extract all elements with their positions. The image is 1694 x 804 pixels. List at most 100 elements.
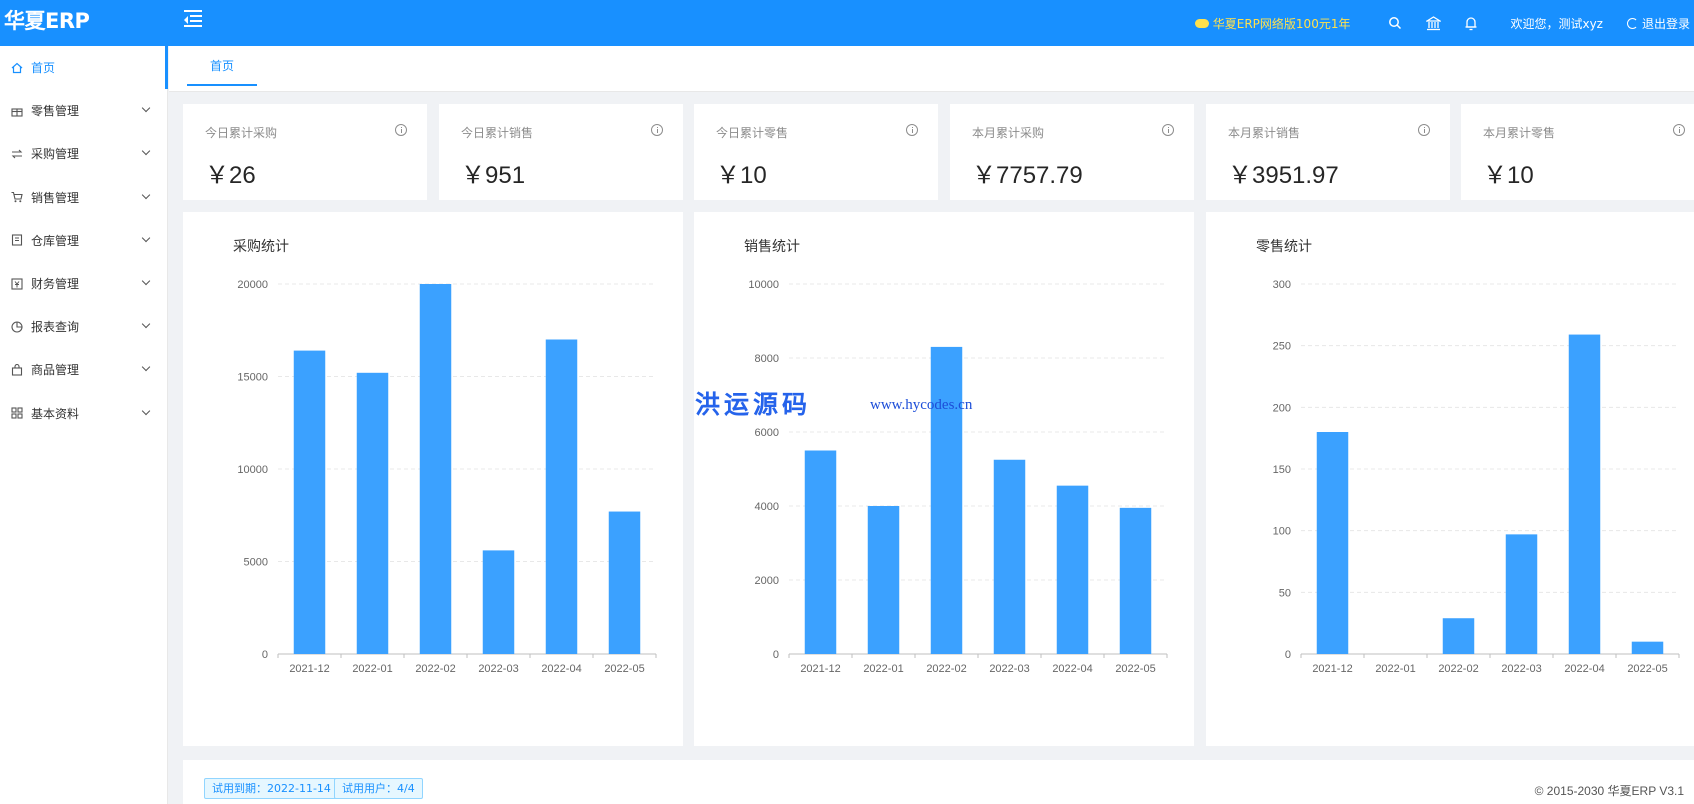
info-icon[interactable] — [651, 124, 663, 136]
stat-card: 本月累计采购 ￥7757.79 — [950, 104, 1194, 200]
stat-value: ￥7757.79 — [972, 162, 1083, 189]
bar — [993, 459, 1026, 654]
sidebar-item-label: 报表查询 — [31, 320, 80, 335]
y-tick-label: 15000 — [237, 372, 268, 384]
gift-icon — [10, 104, 23, 117]
stat-label: 本月累计零售 — [1483, 126, 1556, 140]
y-tick-label: 0 — [773, 649, 779, 661]
logout-icon — [1626, 17, 1638, 29]
x-tick-label: 2022-01 — [352, 663, 392, 675]
x-tick-label: 2022-05 — [1115, 663, 1155, 675]
bar — [1631, 641, 1664, 654]
stat-label: 本月累计采购 — [972, 126, 1045, 140]
bank-icon[interactable] — [1425, 15, 1441, 31]
info-icon[interactable] — [906, 124, 918, 136]
sidebar-item-label: 采购管理 — [31, 147, 80, 162]
sidebar-item-label: 首页 — [31, 61, 56, 76]
y-tick-label: 20000 — [237, 279, 268, 291]
info-icon[interactable] — [1418, 124, 1430, 136]
bar — [419, 284, 452, 654]
y-tick-label: 10000 — [748, 279, 779, 291]
y-tick-label: 150 — [1273, 464, 1291, 476]
chevron-down-icon — [141, 319, 151, 329]
bar — [930, 346, 963, 654]
tab-home[interactable]: 首页 — [187, 46, 257, 86]
purchase-bar-chart: 0 5000 10000 15000 20000 2021-12 2022-01 2022-0… — [237, 279, 657, 675]
stat-value: ￥10 — [716, 162, 767, 189]
bar — [1316, 432, 1349, 654]
trial-expiry-badge: 试用到期：2022-11-14 — [204, 778, 339, 799]
x-tick-label: 2022-02 — [415, 663, 455, 675]
y-tick-label: 0 — [1285, 649, 1291, 661]
stat-card: 本月累计零售 ￥10 — [1461, 104, 1694, 200]
x-tick-label: 2022-01 — [1375, 663, 1415, 675]
bar — [1056, 485, 1089, 654]
bell-icon[interactable] — [1463, 15, 1479, 31]
retail-chart-panel: 零售统计 0 50 100 150 200 250 300 2021-12 2022-01 202… — [1206, 212, 1694, 746]
sidebar-item-home[interactable]: 首页 — [0, 46, 168, 90]
trial-users-badge: 试用用户：4/4 — [334, 778, 423, 799]
sidebar-item-products[interactable]: 商品管理 — [0, 348, 167, 391]
bar — [293, 350, 326, 654]
info-icon[interactable] — [395, 124, 407, 136]
bar — [608, 511, 641, 654]
logout-button[interactable]: 退出登录 — [1626, 15, 1690, 32]
x-tick-label: 2022-04 — [541, 663, 581, 675]
y-tick-label: 200 — [1273, 402, 1291, 414]
promo-link[interactable]: 华夏ERP网络版100元1年 — [1194, 15, 1351, 32]
sidebar-item-finance[interactable]: 财务管理 — [0, 262, 167, 305]
sidebar-item-retail[interactable]: 零售管理 — [0, 89, 167, 132]
book-icon — [10, 234, 23, 247]
sidebar-item-warehouse[interactable]: 仓库管理 — [0, 219, 167, 262]
purchase-chart-panel: 采购统计 0 5000 10000 15000 20000 2021-12 2022-01 2… — [183, 212, 683, 746]
sidebar-item-label: 零售管理 — [31, 104, 80, 119]
header-right: 华夏ERP网络版100元1年 欢迎您，测试xyz 退出登录 — [1194, 0, 1694, 46]
sidebar-item-label: 基本资料 — [31, 406, 80, 421]
welcome-user[interactable]: 欢迎您，测试xyz — [1510, 16, 1603, 31]
logout-label: 退出登录 — [1641, 16, 1690, 31]
chart-title: 销售统计 — [744, 239, 800, 255]
info-icon[interactable] — [1673, 124, 1685, 136]
search-icon[interactable] — [1387, 15, 1403, 31]
promo-text: 华夏ERP网络版100元1年 — [1212, 16, 1351, 31]
y-tick-label: 250 — [1273, 341, 1291, 353]
info-icon[interactable] — [1162, 124, 1174, 136]
menu-collapse-icon[interactable] — [184, 8, 204, 28]
app-logo[interactable]: 华夏ERP — [4, 9, 90, 33]
watermark-text: 洪运源码 — [695, 390, 812, 419]
x-tick-label: 2022-03 — [1501, 663, 1541, 675]
bag-icon — [10, 363, 23, 376]
x-tick-label: 2022-01 — [863, 663, 903, 675]
stat-label: 今日累计采购 — [205, 126, 278, 140]
sidebar-item-label: 销售管理 — [31, 190, 80, 205]
chart-title: 零售统计 — [1256, 239, 1312, 255]
sidebar-item-label: 商品管理 — [31, 363, 80, 378]
bar — [804, 450, 837, 654]
y-tick-label: 8000 — [755, 353, 779, 365]
y-tick-label: 100 — [1273, 526, 1291, 538]
chevron-down-icon — [141, 147, 151, 156]
x-tick-label: 2022-02 — [926, 663, 966, 675]
sidebar-item-purchase[interactable]: 采购管理 — [0, 132, 167, 175]
sidebar-item-basic-data[interactable]: 基本资料 — [0, 392, 167, 435]
chevron-down-icon — [141, 276, 151, 286]
x-tick-label: 2022-03 — [478, 663, 518, 675]
sidebar-item-reports[interactable]: 报表查询 — [0, 305, 167, 348]
stat-value: ￥10 — [1483, 162, 1534, 189]
stat-card: 今日累计采购 ￥26 — [183, 104, 427, 200]
stat-label: 今日累计零售 — [716, 126, 789, 140]
top-header: 华夏ERP 华夏ERP网络版100元1年 欢迎您，测试xyz 退出登录 — [0, 0, 1694, 46]
chevron-down-icon — [141, 190, 151, 199]
bar — [545, 339, 578, 654]
bar — [1442, 618, 1475, 654]
stat-card: 今日累计销售 ￥951 — [439, 104, 683, 200]
sales-chart-panel: 销售统计 0 2000 4000 6000 8000 10000 2021-12 2022-0… — [694, 212, 1194, 746]
y-tick-label: 50 — [1279, 587, 1291, 599]
stat-label: 今日累计销售 — [461, 126, 534, 140]
sidebar-item-sales[interactable]: 销售管理 — [0, 176, 167, 219]
sidebar-menu: 首页 零售管理 采购管理 销售管理 仓库管理 财务管理 报表查询 商品管理 基本… — [0, 46, 168, 804]
chevron-down-icon — [141, 406, 151, 415]
grid-icon — [10, 407, 23, 420]
bar — [867, 506, 900, 654]
sidebar-item-label: 仓库管理 — [31, 233, 80, 248]
